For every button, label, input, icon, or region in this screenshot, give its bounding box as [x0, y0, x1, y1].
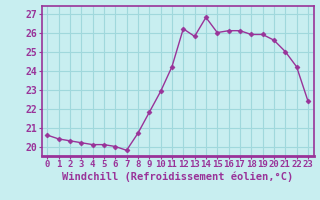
- X-axis label: Windchill (Refroidissement éolien,°C): Windchill (Refroidissement éolien,°C): [62, 172, 293, 182]
